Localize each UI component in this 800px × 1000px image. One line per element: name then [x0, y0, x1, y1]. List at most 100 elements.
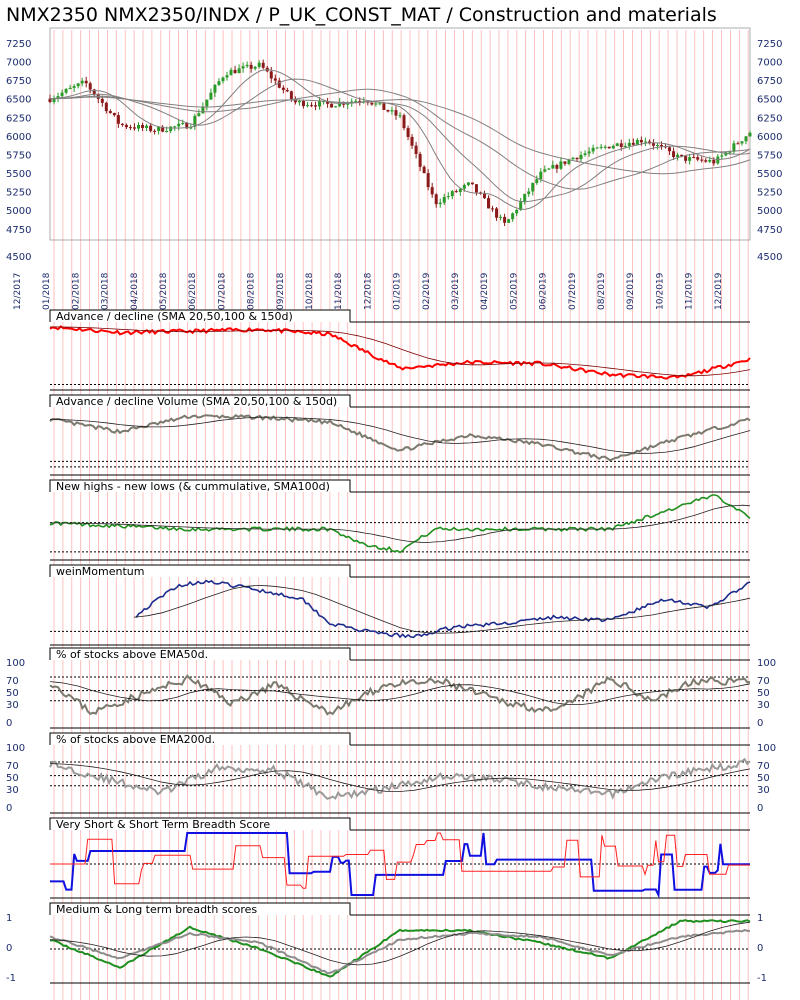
candle-body: [495, 208, 499, 218]
candle-body: [466, 182, 470, 186]
candle-body: [438, 202, 442, 205]
candle-body: [249, 64, 253, 69]
candle-body: [579, 154, 583, 160]
panel-tick-right: 0: [757, 718, 763, 729]
candle-body: [688, 157, 692, 161]
candle-body: [659, 145, 663, 147]
candle-body: [607, 146, 611, 149]
date-tick-label: 12/2017: [13, 273, 23, 310]
price-tick-left: 4750: [6, 225, 31, 236]
candle-body: [205, 99, 209, 107]
candle-body: [631, 142, 635, 145]
panel-tick-right: 100: [757, 743, 776, 754]
panel-tick-left: 1: [6, 913, 12, 924]
candle-body: [112, 112, 116, 116]
panel-tick-right: 50: [757, 773, 770, 784]
candle-body: [157, 126, 161, 131]
candle-body: [639, 139, 643, 143]
panel-title: weinMomentum: [56, 565, 144, 578]
panel-tick-right: -1: [757, 973, 767, 984]
candle-body: [285, 90, 289, 92]
price-tick-left: 5000: [6, 206, 31, 217]
candle-body: [161, 126, 165, 132]
candle-body: [318, 101, 322, 107]
panel-title: % of stocks above EMA50d.: [56, 648, 208, 661]
panel-tick-left: -1: [6, 973, 16, 984]
candle-body: [619, 143, 623, 147]
panel-series-line: [49, 674, 751, 716]
candle-body: [470, 182, 474, 185]
candle-body: [193, 115, 197, 127]
candle-body: [76, 83, 80, 87]
candle-body: [732, 143, 736, 152]
panel-title: Very Short & Short Term Breadth Score: [56, 818, 270, 831]
candle-body: [289, 91, 293, 99]
candle-body: [704, 160, 708, 162]
candle-body: [430, 187, 434, 195]
panel-tick-right: 30: [757, 785, 770, 796]
candle-body: [434, 194, 438, 205]
candle-body: [217, 81, 221, 85]
date-gridlines: [53, 30, 749, 1000]
panel-tick-right: 1: [757, 913, 763, 924]
price-tick-right: 5750: [757, 150, 782, 161]
candle-body: [197, 113, 201, 116]
date-tick-label: 01/2018: [42, 272, 52, 310]
candle-body: [643, 141, 647, 143]
candle-body: [748, 132, 752, 137]
panel-tick-left: 100: [6, 658, 25, 669]
chart-title: NMX2350 NMX2350/INDX / P_UK_CONST_MAT / …: [6, 4, 717, 26]
date-tick-label: 07/2018: [217, 272, 227, 310]
candle-body: [334, 106, 338, 108]
candle-body: [692, 157, 696, 159]
candle-body: [543, 169, 547, 172]
candle-body: [141, 125, 145, 128]
price-tick-right: 6750: [757, 76, 782, 87]
candle-body: [137, 125, 141, 129]
price-tick-left: 7000: [6, 57, 31, 68]
candle-body: [56, 96, 60, 99]
price-tick-left: 5500: [6, 169, 31, 180]
candle-body: [297, 100, 301, 103]
price-tick-left: 6500: [6, 95, 31, 106]
candle-body: [301, 100, 305, 107]
date-tick-label: 11/2019: [685, 272, 695, 310]
candle-body: [680, 154, 684, 157]
panel-series-line: [50, 832, 750, 889]
panel-tick-left: 50: [6, 688, 19, 699]
candle-body: [724, 152, 728, 156]
date-tick-label: 09/2018: [276, 272, 286, 310]
candle-body: [52, 98, 56, 103]
candle-body: [414, 145, 418, 155]
panel-tab: [49, 479, 351, 492]
candle-body: [92, 89, 96, 95]
date-tick-label: 10/2019: [655, 272, 665, 310]
panel-tick-left: 50: [6, 773, 19, 784]
candle-body: [716, 156, 720, 164]
price-moving-average: [49, 69, 751, 210]
candle-body: [382, 103, 386, 110]
price-moving-average: [49, 88, 751, 190]
price-tick-right: 6500: [757, 95, 782, 106]
candle-body: [60, 92, 64, 97]
panel-series-line: [135, 579, 751, 639]
price-tick-right: 4750: [757, 225, 782, 236]
candle-body: [124, 124, 128, 128]
date-tick-label: 10/2018: [305, 272, 315, 310]
candle-body: [458, 188, 462, 192]
candle-body: [120, 123, 124, 125]
date-tick-label: 04/2019: [480, 272, 490, 310]
candle-body: [309, 105, 313, 107]
panel-series-line: [49, 928, 750, 975]
candle-body: [531, 182, 535, 192]
date-tick-label: 11/2018: [334, 272, 344, 310]
panel-series-line: [50, 832, 750, 899]
panel-tick-right: 70: [757, 676, 770, 687]
candle-body: [358, 100, 362, 102]
candle-body: [507, 219, 511, 223]
candle-body: [591, 147, 595, 152]
price-moving-average: [49, 78, 751, 203]
candle-body: [418, 154, 422, 167]
date-tick-label: 05/2018: [159, 272, 169, 310]
candle-body: [647, 141, 651, 144]
